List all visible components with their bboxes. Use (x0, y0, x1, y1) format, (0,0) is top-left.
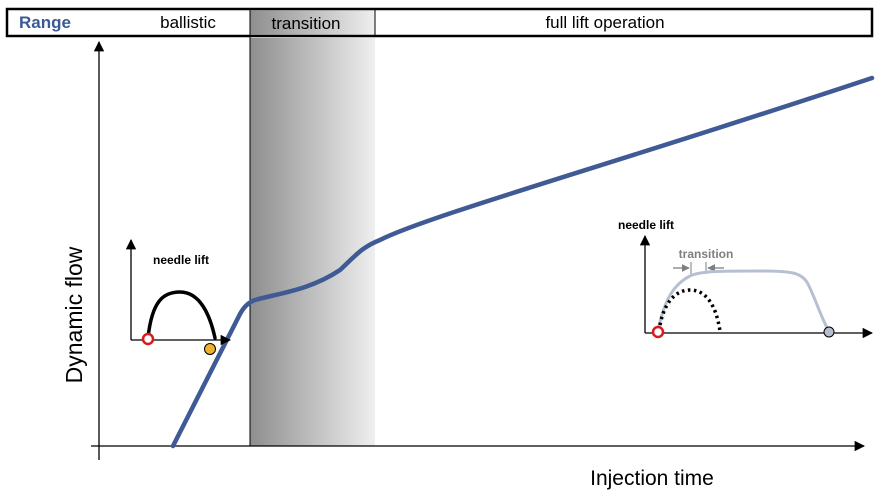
ballistic-start-marker (141, 332, 155, 346)
dynamic-flow-curve (170, 75, 875, 449)
ballistic-needle-lift-inset: needle lift (125, 238, 232, 355)
x-axis-label: Injection time (590, 467, 714, 490)
range-segment-transition: transition (272, 14, 341, 33)
y-axis-label: Dynamic flow (61, 246, 87, 383)
full-lift-start-marker (651, 325, 665, 339)
ballistic-end-marker (204, 343, 216, 355)
range-bar-frame (5, 7, 874, 38)
range-segment-ballistic: ballistic (160, 13, 216, 32)
ballistic-needle-lift-curve (146, 290, 217, 340)
full-lift-inset-title: needle lift (618, 218, 674, 232)
range-label: Range (19, 13, 71, 32)
full-lift-transition-label: transition (679, 247, 734, 261)
ballistic-inset-title: needle lift (153, 253, 209, 267)
range-segment-full-lift: full lift operation (545, 13, 664, 32)
transition-band (250, 38, 375, 446)
range-bar: Range ballistic transition full lift ope… (5, 7, 874, 38)
full-lift-needle-lift-curve (656, 269, 831, 333)
ballistic-reference-dotted-curve (657, 288, 722, 332)
range-bar-transition-fill (250, 10, 375, 35)
full-lift-needle-lift-inset: needle lift transition (618, 218, 874, 339)
full-lift-end-marker (823, 326, 835, 338)
